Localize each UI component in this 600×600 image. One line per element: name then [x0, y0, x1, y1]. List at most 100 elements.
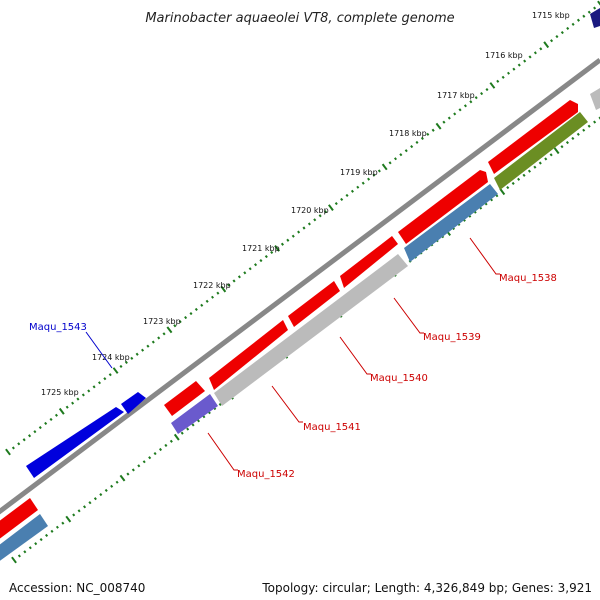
minor-tick — [485, 88, 489, 92]
minor-tick — [420, 136, 424, 140]
gene-arrow-red[interactable] — [288, 281, 340, 327]
kbp-label: 1717 kbp — [437, 91, 475, 100]
gene-arrow-red[interactable] — [340, 236, 398, 288]
leader-line — [393, 297, 424, 334]
major-tick — [499, 188, 506, 196]
minor-tick — [194, 307, 198, 312]
gene-arrow-steelblue[interactable] — [0, 514, 48, 568]
minor-tick — [218, 402, 222, 406]
minor-tick — [76, 397, 80, 401]
minor-tick — [54, 413, 58, 417]
gene-label-maqu-1540[interactable]: Maqu_1540 — [370, 373, 428, 384]
minor-tick — [533, 165, 537, 169]
kbp-label: 1715 kbp — [532, 11, 570, 20]
minor-tick — [191, 423, 195, 427]
minor-tick — [318, 214, 322, 218]
kbp-label: 1716 kbp — [485, 51, 523, 60]
gene-label-maqu-1541[interactable]: Maqu_1541 — [303, 422, 361, 433]
minor-tick — [248, 267, 252, 271]
minor-tick — [11, 446, 15, 450]
minor-tick — [270, 250, 274, 254]
gene-arrow-purple[interactable] — [171, 394, 218, 434]
minor-tick — [264, 254, 268, 259]
gene-arrow-red[interactable] — [398, 170, 488, 244]
minor-tick — [87, 389, 91, 393]
minor-tick — [587, 124, 591, 128]
gene-arrow-steelblue[interactable] — [404, 184, 498, 262]
minor-tick — [544, 157, 548, 161]
minor-tick — [148, 456, 152, 460]
minor-tick — [571, 136, 575, 141]
minor-tick — [523, 59, 527, 63]
gene-arrow-red[interactable] — [164, 381, 205, 416]
minor-tick — [571, 22, 575, 26]
gene-arrow-red[interactable] — [488, 100, 578, 174]
minor-tick — [33, 430, 37, 434]
minor-tick — [576, 18, 580, 22]
major-tick — [274, 245, 281, 252]
gene-label-maqu-1539[interactable]: Maqu_1539 — [423, 332, 481, 343]
minor-tick — [372, 173, 376, 177]
leader-line — [85, 331, 113, 369]
kbp-labels: 1715 kbp 1716 kbp 1717 kbp 1718 kbp 1719… — [41, 11, 570, 397]
gene-arrow-gray[interactable] — [214, 254, 408, 406]
minor-tick — [169, 439, 173, 443]
minor-tick — [88, 501, 92, 505]
minor-tick — [200, 303, 204, 307]
minor-tick — [141, 348, 145, 352]
minor-tick — [593, 6, 597, 10]
gene-arrow-blue[interactable] — [121, 392, 146, 414]
gene-arrow-olive[interactable] — [494, 112, 588, 190]
minor-tick — [151, 340, 155, 344]
minor-tick — [404, 149, 408, 153]
leader-line — [469, 237, 500, 275]
major-tick — [65, 515, 72, 523]
minor-tick — [142, 460, 146, 464]
gene-labels: Maqu_1538 Maqu_1539 Maqu_1540 Maqu_1541 … — [29, 237, 557, 480]
gene-arrow-blue[interactable] — [26, 407, 124, 478]
gene-label-maqu-1538[interactable]: Maqu_1538 — [499, 273, 557, 284]
minor-tick — [39, 537, 43, 542]
minor-tick — [565, 140, 569, 145]
gene-arrow-red[interactable] — [0, 498, 38, 546]
minor-tick — [45, 533, 49, 538]
minor-tick — [469, 100, 473, 104]
major-tick — [435, 122, 442, 130]
minor-tick — [72, 513, 76, 517]
minor-tick — [538, 161, 542, 165]
major-tick — [543, 41, 550, 49]
major-tick — [553, 147, 560, 155]
minor-tick — [474, 96, 478, 100]
minor-tick — [210, 295, 215, 299]
minor-tick — [99, 493, 103, 497]
minor-tick — [77, 509, 81, 513]
minor-tick — [243, 271, 247, 275]
minor-tick — [254, 263, 258, 267]
minor-tick — [93, 497, 97, 501]
minor-tick — [186, 427, 190, 431]
minor-tick — [189, 312, 193, 316]
gene-arrow-gray[interactable] — [590, 88, 600, 110]
minor-tick — [587, 10, 591, 14]
minor-tick — [216, 291, 220, 295]
minor-tick — [28, 434, 32, 438]
minor-tick — [426, 132, 430, 136]
gene-label-maqu-1542[interactable]: Maqu_1542 — [237, 469, 295, 480]
minor-tick — [533, 51, 537, 55]
accession-text: Accession: NC_008740 — [9, 581, 146, 595]
minor-tick — [61, 521, 65, 525]
minor-tick — [115, 480, 119, 484]
minor-tick — [178, 320, 182, 324]
minor-tick — [340, 197, 344, 202]
gene-label-maqu-1543[interactable]: Maqu_1543 — [29, 322, 87, 333]
minor-tick — [582, 14, 586, 18]
minor-tick — [334, 202, 338, 206]
gene-arrow-navy[interactable] — [590, 8, 600, 28]
gene-arrow-red[interactable] — [209, 320, 288, 390]
leader-line — [339, 336, 371, 375]
kbp-label: 1724 kbp — [92, 353, 130, 362]
minor-tick — [34, 542, 38, 546]
kbp-label: 1722 kbp — [193, 281, 231, 290]
minor-tick — [560, 145, 564, 149]
minor-tick — [291, 234, 295, 238]
